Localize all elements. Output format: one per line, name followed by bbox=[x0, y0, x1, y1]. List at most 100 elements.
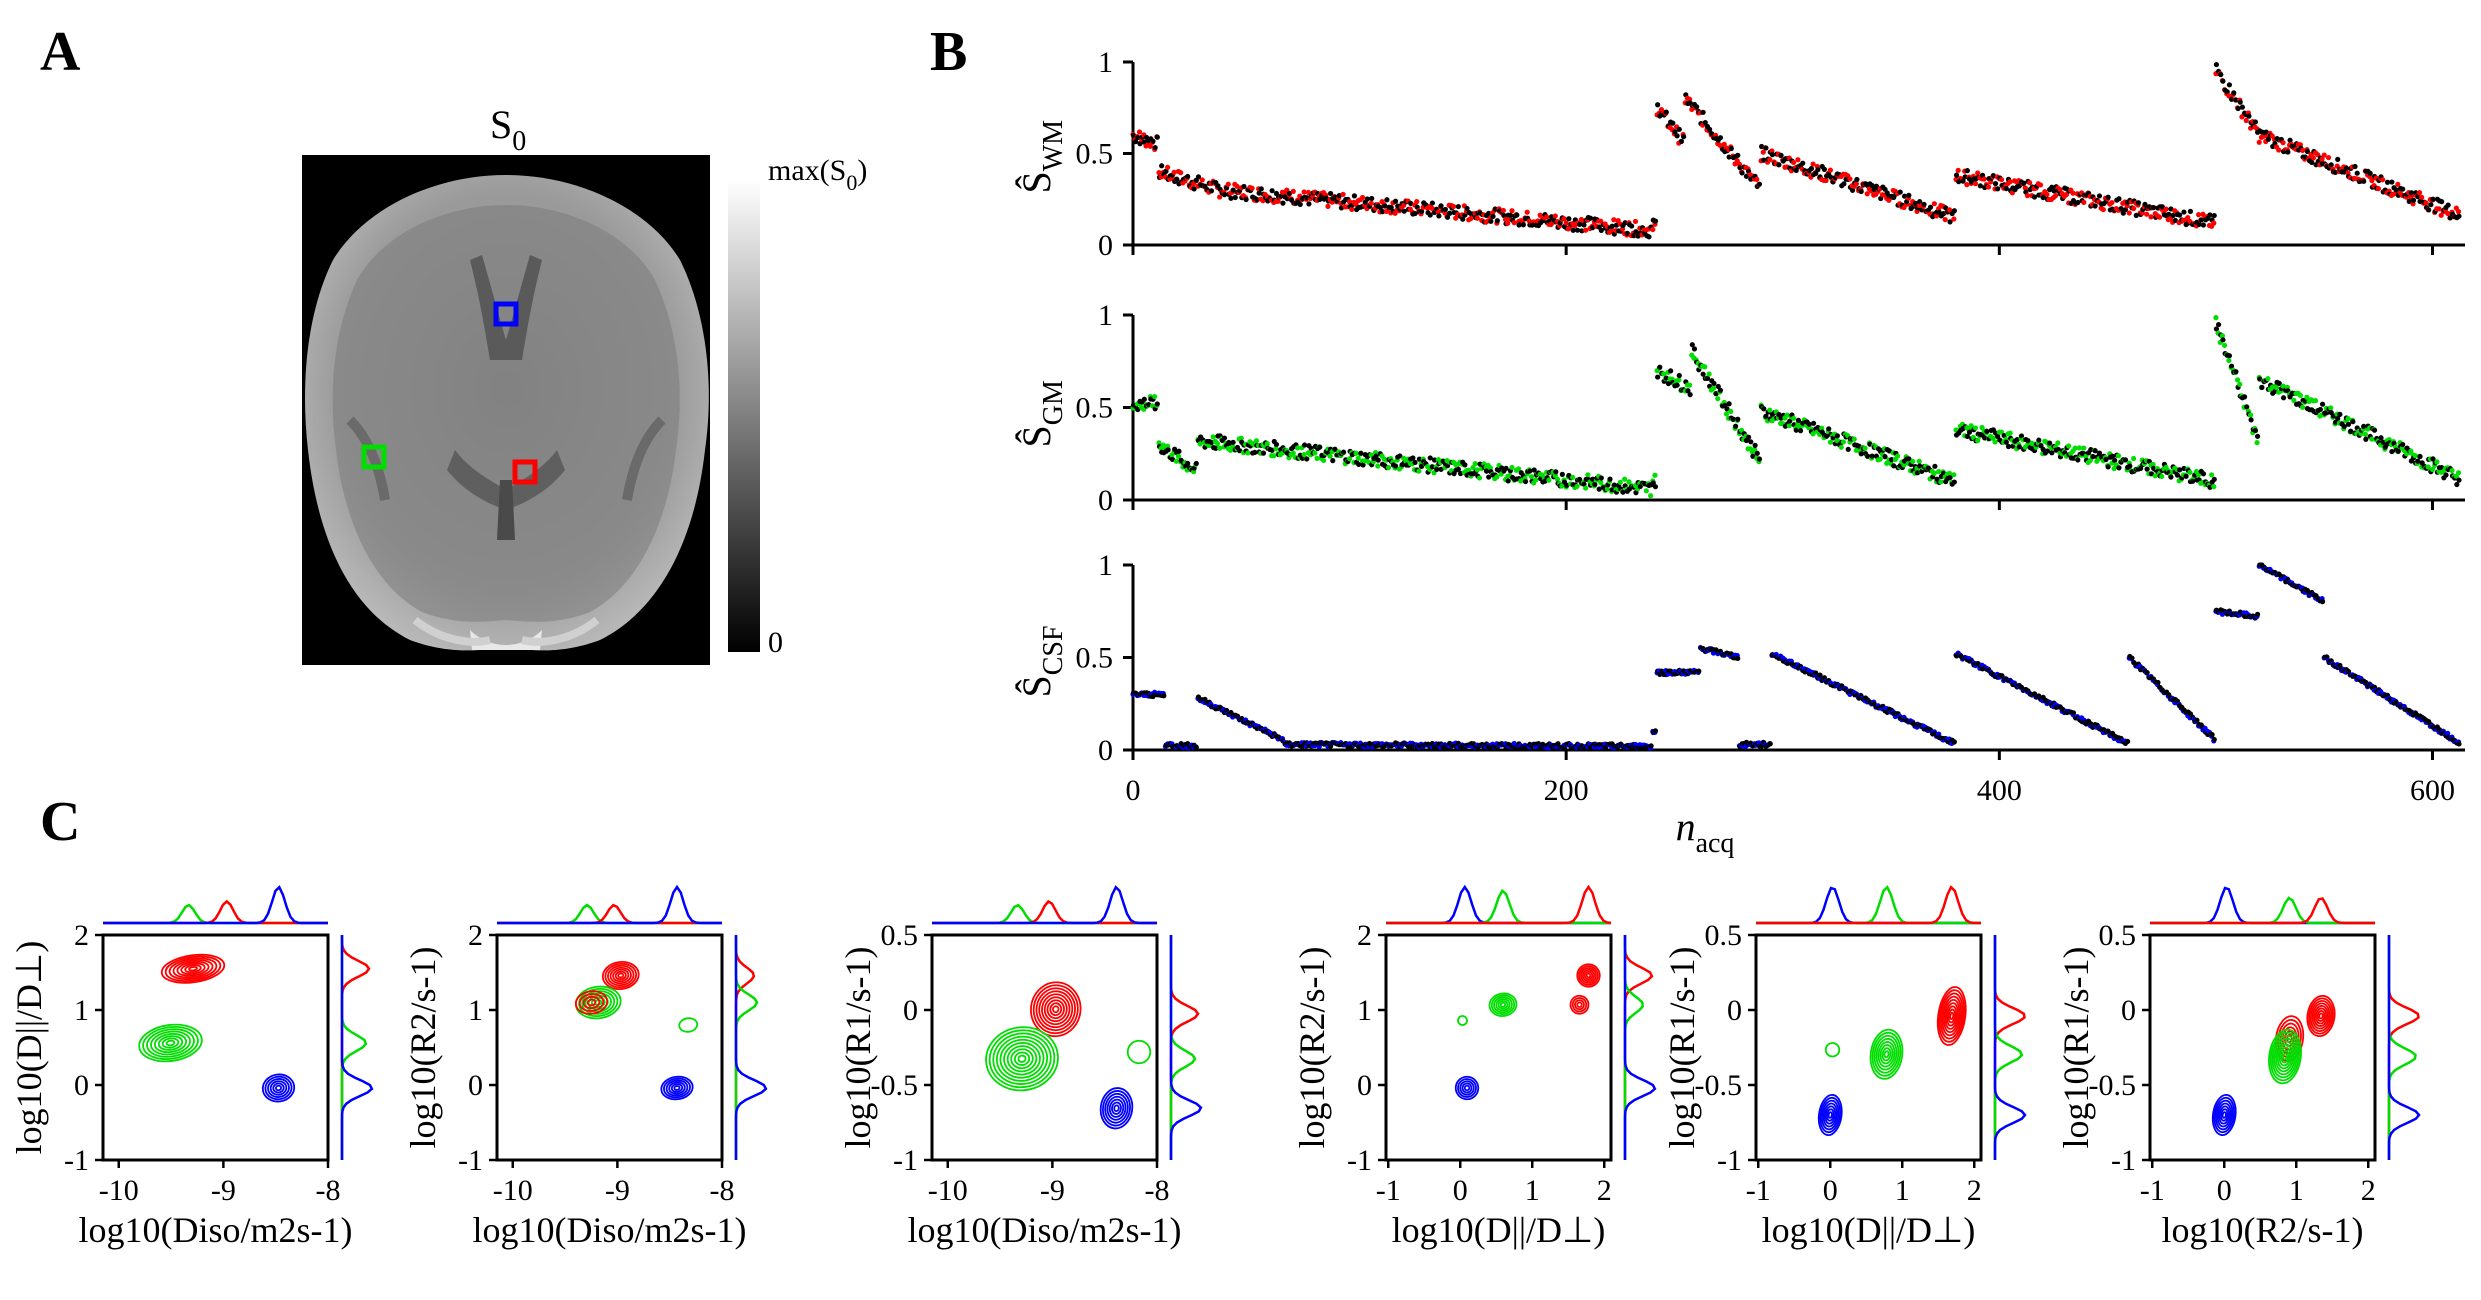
data-point-measured bbox=[1195, 174, 1202, 180]
contour-ring bbox=[188, 966, 198, 972]
y-tick-label: 0.5 bbox=[881, 919, 919, 952]
data-point-measured bbox=[2207, 212, 2213, 218]
data-point-model bbox=[1767, 156, 1773, 163]
data-point-measured bbox=[2233, 97, 2239, 103]
marginal-curve bbox=[497, 884, 722, 925]
y-axis-label: log10(R1/s-1) bbox=[838, 947, 878, 1149]
roi-wm-marker bbox=[512, 459, 538, 485]
contour-ring bbox=[985, 1026, 1059, 1092]
data-point-measured bbox=[2228, 96, 2235, 102]
data-point-measured bbox=[1486, 474, 1492, 480]
x-tick-labels: 0 200 400 600 bbox=[1126, 774, 2456, 807]
data-point-model bbox=[1752, 446, 1758, 453]
data-point-measured bbox=[1717, 387, 1724, 393]
data-point-model bbox=[2243, 117, 2249, 124]
data-point-model bbox=[1301, 189, 1307, 195]
data-point-measured bbox=[1553, 469, 1559, 475]
data-point-measured bbox=[1434, 466, 1440, 472]
data-point-measured bbox=[1174, 176, 1180, 182]
data-point-measured bbox=[1995, 186, 2001, 192]
data-point-measured bbox=[1427, 212, 1433, 218]
data-point-model bbox=[1838, 444, 1844, 450]
data-point-measured bbox=[2144, 466, 2150, 472]
data-point-measured bbox=[2116, 465, 2122, 471]
data-point-measured bbox=[1522, 478, 1529, 485]
data-point-measured bbox=[2174, 472, 2181, 478]
data-point-model bbox=[2221, 342, 2228, 348]
data-point-measured bbox=[1834, 433, 1841, 439]
data-point-measured bbox=[2018, 433, 2025, 439]
data-point-measured bbox=[2211, 736, 2217, 743]
data-point-measured bbox=[1412, 210, 1418, 217]
contour-ring bbox=[2213, 1096, 2235, 1134]
data-point-model bbox=[1511, 740, 1517, 747]
data-point-measured bbox=[1388, 205, 1394, 211]
density-contour bbox=[1126, 1039, 1152, 1065]
data-point-measured bbox=[1841, 181, 1847, 187]
data-point-measured bbox=[2215, 321, 2222, 328]
data-point-measured bbox=[1254, 197, 1260, 203]
contour-ring bbox=[1824, 1042, 1841, 1058]
contour-ring bbox=[2309, 999, 2333, 1033]
data-point-model bbox=[1981, 176, 1987, 182]
data-point-measured bbox=[1711, 380, 1717, 387]
data-point-measured bbox=[1964, 168, 1970, 174]
data-point-measured bbox=[1668, 368, 1674, 374]
y-axis-label: log10(R1/s-1) bbox=[2056, 947, 2096, 1149]
data-point-model bbox=[1823, 177, 1829, 184]
data-point-measured bbox=[1984, 428, 1990, 434]
data-point-measured bbox=[1717, 135, 1724, 141]
data-point-model bbox=[1998, 176, 2005, 183]
contour-ring bbox=[161, 1037, 180, 1049]
data-point-model bbox=[1225, 181, 1231, 187]
data-point-measured bbox=[1317, 196, 1323, 202]
marginal-curve bbox=[340, 935, 374, 1160]
contour-ring bbox=[142, 1026, 199, 1060]
contour-ring bbox=[2318, 1012, 2324, 1020]
data-point-model bbox=[1964, 182, 1970, 188]
contour-ring bbox=[1947, 1008, 1956, 1024]
contour-ring bbox=[1578, 965, 1599, 986]
data-point-measured bbox=[1806, 421, 1812, 427]
density-contour bbox=[1488, 992, 1518, 1017]
contour-ring bbox=[1869, 1028, 1904, 1080]
data-point-model bbox=[1544, 214, 1550, 220]
data-point-measured bbox=[2198, 217, 2204, 223]
data-point-measured bbox=[1483, 468, 1490, 474]
data-point-measured bbox=[1527, 468, 1533, 474]
data-point-model bbox=[1375, 463, 1381, 469]
contour-ring bbox=[1459, 1080, 1475, 1096]
data-point-model bbox=[2325, 154, 2332, 161]
data-point-model bbox=[1500, 207, 1506, 214]
data-point-measured bbox=[1769, 152, 1776, 158]
data-point-measured bbox=[2235, 105, 2241, 112]
data-point-measured bbox=[1351, 193, 1358, 199]
y-axis-label: ŜCSF bbox=[1014, 625, 1069, 697]
data-point-model bbox=[2131, 205, 2137, 212]
data-point-model bbox=[2280, 383, 2286, 389]
data-point-measured bbox=[2127, 463, 2133, 469]
data-point-measured bbox=[1700, 371, 1706, 377]
data-point-measured bbox=[1507, 212, 1513, 218]
data-point-measured bbox=[2003, 185, 2009, 192]
data-point-measured bbox=[2237, 99, 2243, 105]
data-point-measured bbox=[1888, 457, 1895, 463]
data-point-model bbox=[1611, 217, 1617, 223]
data-point-model bbox=[1661, 371, 1667, 377]
data-point-model bbox=[1136, 129, 1143, 135]
contour-ring bbox=[604, 962, 638, 989]
data-point-measured bbox=[2265, 136, 2272, 142]
contour-ring bbox=[1826, 1108, 1835, 1122]
y-tick-label: 1 bbox=[1098, 299, 1113, 332]
data-point-measured bbox=[2246, 113, 2252, 119]
y-tick-label: 0 bbox=[1098, 484, 1113, 517]
plot-frame bbox=[1384, 933, 1613, 1162]
data-point-measured bbox=[1252, 449, 1258, 456]
data-point-measured bbox=[2317, 406, 2323, 413]
contour-ring bbox=[660, 1075, 694, 1101]
joint-plot-6: -1 0 1 20.50-0.5-1log10(R2/s-1)log10(R1/s-1… bbox=[2056, 886, 2421, 1250]
x-tick-label: -9 bbox=[211, 1174, 236, 1207]
data-point-model bbox=[1470, 465, 1476, 471]
data-point-measured bbox=[1607, 476, 1613, 482]
data-point-measured bbox=[2148, 471, 2155, 477]
